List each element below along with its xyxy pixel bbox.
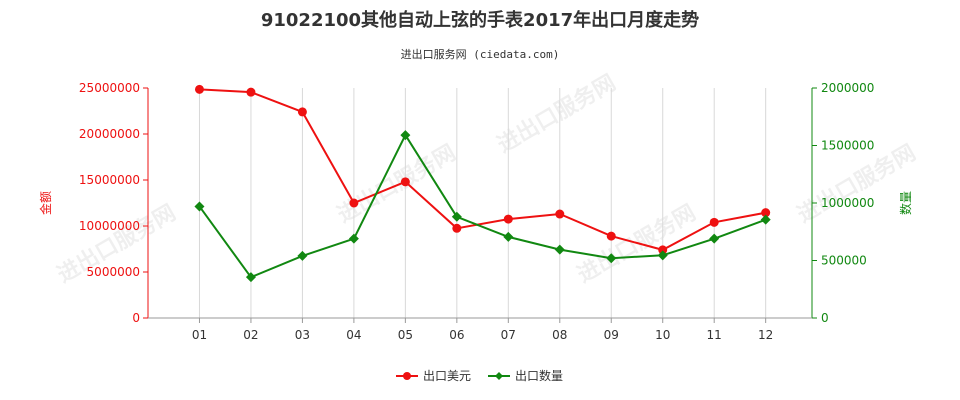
right-tick-label: 500000 — [821, 254, 867, 268]
series-1-point-05 — [400, 177, 410, 187]
series-2-point-09 — [606, 253, 617, 264]
series-1-point-03 — [297, 107, 307, 117]
x-tick-label-06: 06 — [449, 328, 464, 342]
left-tick-label: 15000000 — [79, 173, 140, 187]
right-tick-label: 2000000 — [821, 81, 874, 95]
right-axis-ticks: 0 500000 1000000 1500000 2000000 — [812, 81, 874, 325]
watermark-text: 进出口服务网 — [573, 201, 700, 289]
series-1-point-02 — [246, 87, 256, 97]
series-line-2 — [198, 133, 767, 279]
x-tick-label-11: 11 — [707, 328, 722, 342]
series-2-point-01 — [194, 201, 205, 212]
right-tick-label: 1000000 — [821, 196, 874, 210]
series-2-point-03 — [297, 250, 308, 261]
x-tick-label-10: 10 — [655, 328, 670, 342]
series-2-point-05 — [400, 130, 411, 141]
x-tick-label-04: 04 — [346, 328, 361, 342]
series-1-point-11 — [709, 217, 719, 227]
legend-marker-1 — [403, 372, 411, 380]
x-tick-label-12: 12 — [758, 328, 773, 342]
left-tick-label: 20000000 — [79, 127, 140, 141]
series-2-point-07 — [503, 231, 514, 242]
series-2-point-11 — [709, 233, 720, 244]
legend[interactable]: 出口美元 出口数量 — [396, 368, 563, 383]
series-2-point-12 — [760, 214, 771, 225]
right-axis-label: 数量 — [898, 191, 913, 215]
series-1-point-09 — [606, 231, 616, 241]
series-layer — [194, 84, 771, 283]
legend-label-1[interactable]: 出口美元 — [423, 369, 471, 383]
chart-subtitle: 进出口服务网 (ciedata.com) — [401, 47, 560, 61]
series-1-point-10 — [658, 245, 668, 255]
series-1-point-06 — [452, 223, 462, 233]
x-tick-label-08: 08 — [552, 328, 567, 342]
left-tick-label: 10000000 — [79, 219, 140, 233]
series-2-point-10 — [657, 250, 668, 261]
series-2-point-06 — [451, 211, 462, 222]
series-1-point-07 — [503, 214, 513, 224]
chart-title: 91022100其他自动上弦的手表2017年出口月度走势 — [261, 9, 699, 31]
right-tick-label: 1500000 — [821, 139, 874, 153]
series-2-point-04 — [348, 233, 359, 244]
series-1-point-04 — [349, 198, 359, 208]
series-2-point-08 — [554, 244, 565, 255]
x-tick-label-03: 03 — [295, 328, 310, 342]
axes — [147, 88, 813, 319]
right-tick-label: 0 — [821, 311, 829, 325]
left-axis-label: 金额 — [38, 191, 53, 215]
x-tick-label-09: 09 — [604, 328, 619, 342]
left-tick-label: 0 — [132, 311, 140, 325]
legend-marker-2 — [495, 372, 503, 380]
series-1-point-12 — [761, 208, 771, 218]
watermark-text: 进出口服务网 — [493, 71, 620, 159]
x-tick-label-02: 02 — [243, 328, 258, 342]
left-tick-label: 25000000 — [79, 81, 140, 95]
x-tick-label-07: 07 — [501, 328, 516, 342]
left-tick-label: 5000000 — [87, 265, 140, 279]
x-tick-label-01: 01 — [192, 328, 207, 342]
x-axis-ticks: 01 02 03 04 05 06 07 08 09 10 11 12 — [192, 318, 773, 342]
series-1-point-01 — [194, 84, 204, 94]
x-tick-label-05: 05 — [398, 328, 413, 342]
grid-lines — [198, 88, 767, 318]
left-axis-ticks: 0 5000000 10000000 15000000 20000000 25000000 — [79, 81, 148, 325]
series-1-point-08 — [555, 209, 565, 219]
series-2-point-02 — [245, 272, 256, 283]
series-line-1 — [199, 88, 766, 251]
legend-label-2[interactable]: 出口数量 — [515, 368, 563, 383]
